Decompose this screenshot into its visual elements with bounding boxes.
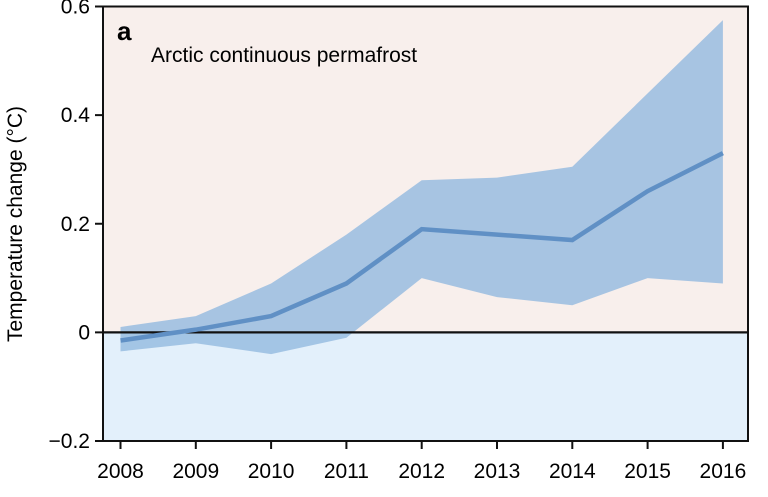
- x-tick-label: 2012: [398, 460, 445, 483]
- x-tick-label: 2015: [624, 460, 671, 483]
- y-tick-label: 0.6: [61, 0, 90, 19]
- y-tick-label: 0: [78, 321, 90, 344]
- x-tick-label: 2013: [474, 460, 521, 483]
- x-tick-label: 2008: [97, 460, 144, 483]
- y-tick-label: 0.2: [61, 213, 90, 236]
- x-tick-label: 2010: [248, 460, 295, 483]
- mean-line: [120, 151, 724, 343]
- y-tick-label: 0.4: [61, 104, 91, 127]
- panel-label: a: [117, 16, 132, 46]
- plot-area-negative-background: [103, 332, 748, 441]
- y-tick-label: −0.2: [49, 430, 90, 453]
- x-tick-label: 2011: [324, 460, 369, 483]
- chart-axes-layer: 0.6 0.4 0.2 0 −0.2 2008 2009 2010 2011 2012 2013 20…: [49, 0, 749, 483]
- x-tick-label: 2014: [549, 460, 596, 483]
- x-tick-label: 2009: [172, 460, 219, 483]
- chart-title: Arctic continuous permafrost: [151, 44, 417, 67]
- y-axis-label: Temperature change (°C): [4, 106, 27, 342]
- uncertainty-band: [120, 20, 723, 355]
- chart-data-layer: [103, 20, 748, 355]
- x-tick-label: 2016: [700, 460, 747, 483]
